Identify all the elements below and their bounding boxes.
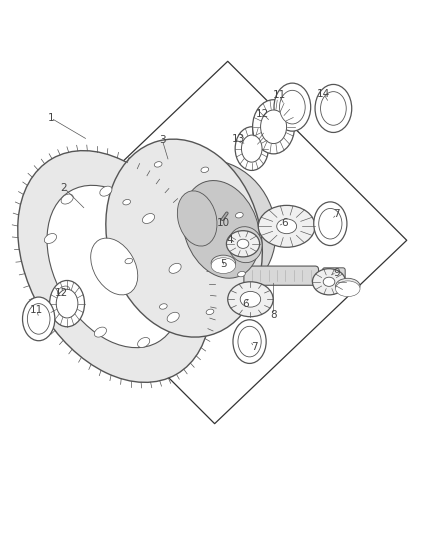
Ellipse shape (44, 233, 57, 244)
Text: 9: 9 (334, 268, 340, 278)
Text: 6: 6 (242, 298, 248, 309)
Text: 11: 11 (30, 305, 43, 315)
Ellipse shape (56, 289, 78, 318)
Text: 13: 13 (232, 134, 245, 144)
Text: 6: 6 (281, 218, 288, 228)
Ellipse shape (91, 238, 138, 295)
Text: 2: 2 (61, 183, 67, 193)
Ellipse shape (228, 282, 273, 317)
Ellipse shape (277, 219, 297, 233)
Ellipse shape (237, 271, 245, 277)
Ellipse shape (183, 181, 260, 278)
Ellipse shape (279, 90, 305, 124)
Ellipse shape (240, 292, 261, 307)
Ellipse shape (61, 194, 73, 204)
Text: 12: 12 (256, 109, 269, 119)
Ellipse shape (206, 309, 214, 314)
Ellipse shape (49, 280, 85, 327)
Ellipse shape (253, 100, 294, 154)
Ellipse shape (145, 160, 276, 299)
Ellipse shape (138, 337, 150, 348)
Ellipse shape (226, 231, 260, 257)
Ellipse shape (314, 202, 347, 246)
Ellipse shape (274, 83, 311, 131)
Text: 4: 4 (226, 235, 233, 245)
Ellipse shape (312, 269, 346, 295)
Ellipse shape (57, 286, 70, 296)
Ellipse shape (177, 191, 217, 246)
Ellipse shape (315, 84, 352, 133)
Ellipse shape (154, 161, 162, 167)
Text: 11: 11 (272, 91, 286, 100)
Ellipse shape (336, 281, 360, 297)
Ellipse shape (235, 127, 268, 171)
Ellipse shape (142, 214, 155, 223)
Ellipse shape (167, 312, 179, 322)
Ellipse shape (319, 208, 342, 239)
Ellipse shape (336, 278, 360, 294)
Text: 5: 5 (220, 260, 227, 269)
Text: 7: 7 (334, 209, 340, 219)
Text: 1: 1 (48, 113, 54, 123)
Ellipse shape (94, 327, 106, 337)
Text: 7: 7 (251, 342, 257, 352)
Text: 12: 12 (55, 288, 68, 298)
FancyBboxPatch shape (322, 268, 345, 279)
Ellipse shape (159, 304, 167, 309)
Ellipse shape (47, 185, 181, 348)
Ellipse shape (211, 258, 236, 273)
Ellipse shape (323, 277, 335, 286)
Ellipse shape (100, 186, 112, 196)
Ellipse shape (238, 326, 261, 357)
Text: 8: 8 (270, 310, 277, 319)
Ellipse shape (169, 263, 181, 273)
Ellipse shape (211, 255, 236, 271)
FancyBboxPatch shape (244, 266, 318, 285)
Ellipse shape (261, 110, 286, 143)
Ellipse shape (22, 297, 55, 341)
Text: 10: 10 (217, 218, 230, 228)
Ellipse shape (258, 205, 315, 247)
Ellipse shape (228, 227, 262, 263)
Ellipse shape (321, 92, 346, 125)
Ellipse shape (201, 167, 208, 173)
Ellipse shape (27, 304, 50, 334)
Ellipse shape (241, 135, 262, 162)
Ellipse shape (236, 213, 243, 218)
Ellipse shape (18, 151, 211, 382)
Ellipse shape (123, 199, 131, 205)
Ellipse shape (106, 139, 262, 337)
Ellipse shape (233, 320, 266, 364)
Ellipse shape (125, 259, 133, 264)
Text: 3: 3 (159, 135, 166, 145)
Text: 14: 14 (317, 89, 330, 99)
Ellipse shape (237, 239, 249, 248)
